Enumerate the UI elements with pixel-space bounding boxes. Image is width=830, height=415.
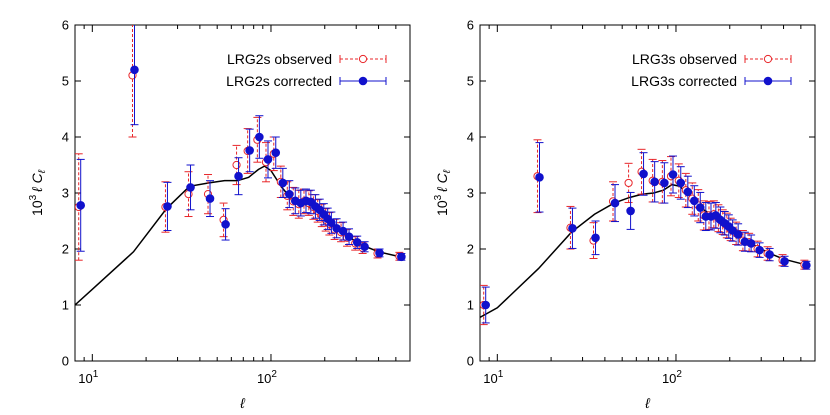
y-tick-label: 2 — [62, 242, 69, 257]
y-axis-label: 103 ℓ Cℓ — [433, 169, 453, 216]
corrected-point — [481, 300, 491, 310]
legend-label-corrected: LRG3s corrected — [631, 73, 737, 89]
y-tick-label: 3 — [467, 186, 474, 201]
observed-point — [232, 160, 241, 170]
corrected-point — [755, 245, 764, 255]
corrected-point — [327, 218, 336, 227]
corrected-point — [221, 220, 230, 229]
corrected-point — [245, 146, 254, 155]
corrected-point — [344, 232, 354, 241]
corrected-point — [695, 203, 705, 212]
x-tick-exp: 1 — [93, 369, 99, 380]
y-tick-label: 5 — [467, 74, 474, 89]
y-tick-label: 0 — [467, 354, 474, 369]
y-tick-label: 3 — [62, 186, 69, 201]
legend-label-corrected: LRG2s corrected — [226, 73, 332, 89]
y-tick-label: 1 — [467, 298, 474, 313]
corrected-point — [360, 242, 369, 252]
corrected-point — [802, 260, 811, 270]
x-tick-base: 10 — [257, 371, 271, 386]
y-tick-label: 4 — [467, 130, 474, 145]
corrected-point — [338, 226, 348, 236]
corrected-point — [683, 187, 693, 197]
corrected-point — [765, 250, 774, 259]
x-tick-exp: 2 — [271, 369, 277, 380]
corrected-point — [591, 233, 600, 243]
y-axis-label: 103 ℓ Cℓ — [28, 169, 48, 216]
x-tick-base: 10 — [483, 371, 497, 386]
corrected-point — [733, 230, 743, 239]
x-tick-base: 10 — [662, 371, 676, 386]
corrected-point — [626, 206, 635, 216]
observed-point — [624, 178, 633, 188]
y-tick-label: 5 — [62, 74, 69, 89]
y-label-sub: ℓ — [442, 169, 453, 174]
y-label-exp: 3 — [433, 194, 444, 200]
x-tick-label: 102 — [662, 369, 682, 386]
legend-corrected-marker — [358, 76, 368, 86]
plot-area — [480, 139, 811, 326]
y-label-prefix: 10 — [434, 200, 450, 216]
corrected-point — [163, 202, 172, 211]
corrected-point — [780, 257, 789, 266]
y-label-exp: 3 — [28, 194, 39, 200]
y-label-prefix: 10 — [29, 200, 45, 216]
legend-corrected-marker — [763, 76, 773, 86]
corrected-point — [76, 201, 86, 210]
corrected-point — [610, 198, 620, 208]
x-axis-label: ℓ — [644, 395, 650, 411]
x-tick-label: 101 — [483, 369, 503, 386]
corrected-point — [660, 178, 669, 188]
y-tick-label: 0 — [62, 354, 69, 369]
corrected-point — [746, 239, 756, 248]
y-tick-label: 4 — [62, 130, 69, 145]
y-tick-label: 1 — [62, 298, 69, 313]
y-tick-label: 6 — [467, 18, 474, 33]
legend: LRG2s observed LRG2s corrected — [226, 51, 387, 89]
corrected-point — [668, 170, 678, 179]
y-label-symbol: ℓ C — [29, 172, 45, 192]
corrected-point — [130, 65, 139, 75]
corrected-point — [375, 248, 384, 258]
corrected-point — [676, 178, 686, 188]
legend-label-observed: LRG2s observed — [227, 51, 332, 67]
corrected-point — [689, 196, 699, 206]
corrected-point — [650, 177, 659, 187]
corrected-point — [352, 237, 362, 247]
legend-observed-marker — [358, 54, 368, 64]
x-tick-exp: 2 — [676, 369, 682, 380]
x-axis-label: ℓ — [239, 395, 245, 411]
plot-area — [75, 25, 406, 306]
x-tick-label: 101 — [78, 369, 98, 386]
x-tick-label: 102 — [257, 369, 277, 386]
corrected-point — [205, 194, 215, 203]
y-label-symbol: ℓ C — [434, 172, 450, 192]
corrected-point — [263, 155, 273, 164]
corrected-point — [535, 173, 544, 182]
legend: LRG3s observed LRG3s corrected — [631, 51, 792, 89]
y-tick-label: 6 — [62, 18, 69, 33]
corrected-point — [234, 171, 243, 181]
corrected-point — [284, 189, 294, 199]
corrected-point — [278, 178, 288, 188]
x-tick-exp: 1 — [498, 369, 504, 380]
y-label-sub: ℓ — [37, 169, 48, 174]
corrected-point — [397, 252, 406, 262]
legend-observed-marker — [763, 54, 773, 64]
legend-label-observed: LRG3s observed — [632, 51, 737, 67]
corrected-point — [186, 183, 195, 192]
corrected-point — [639, 169, 648, 179]
corrected-point — [271, 148, 281, 157]
corrected-point — [568, 223, 577, 233]
corrected-point — [255, 132, 264, 142]
x-tick-base: 10 — [78, 371, 92, 386]
y-tick-label: 2 — [467, 242, 474, 257]
